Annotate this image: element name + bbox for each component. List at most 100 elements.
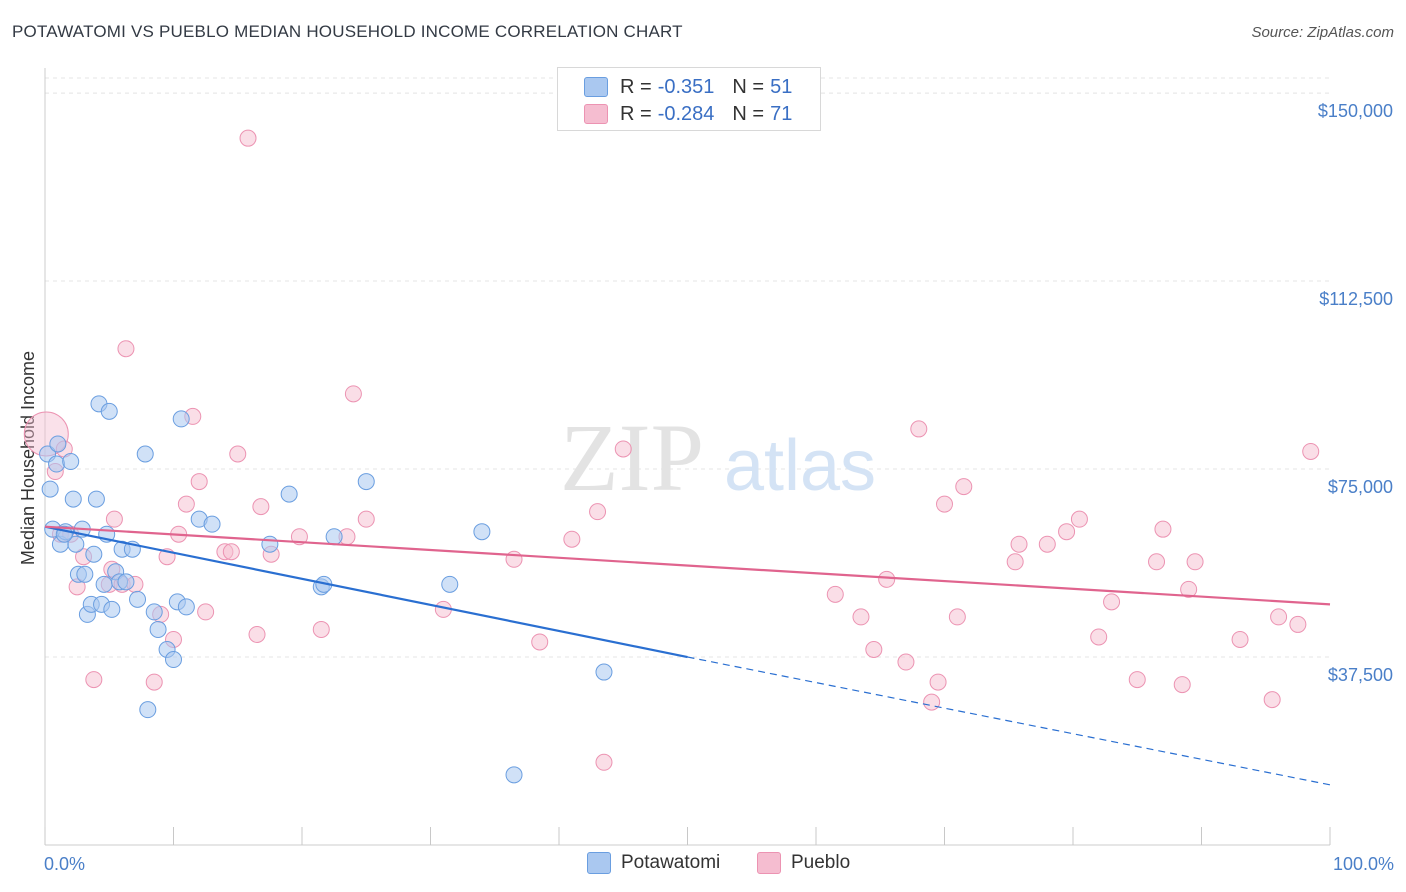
pueblo-point bbox=[1173, 676, 1191, 694]
potawatomi-point bbox=[505, 766, 523, 784]
legend-r-label: R = bbox=[620, 102, 652, 125]
x-axis-ticks bbox=[44, 827, 1331, 845]
pueblo-point bbox=[344, 385, 362, 403]
pueblo-point bbox=[239, 129, 257, 147]
pueblo-point bbox=[563, 530, 581, 548]
legend-n-value: 51 bbox=[770, 75, 793, 98]
pueblo-point bbox=[190, 473, 208, 491]
potawatomi-point bbox=[129, 590, 147, 608]
watermark-atlas: atlas bbox=[724, 426, 876, 506]
pueblo-point bbox=[177, 495, 195, 513]
y-tick-label: $75,000 bbox=[1328, 477, 1393, 497]
x-tick-label-min: 0.0% bbox=[44, 854, 85, 874]
potawatomi-point bbox=[85, 545, 103, 563]
series-legend: Potawatomi Pueblo bbox=[0, 852, 1406, 878]
gridlines bbox=[45, 77, 1330, 658]
potawatomi-point bbox=[203, 515, 221, 533]
pueblo-point bbox=[948, 608, 966, 626]
potawatomi-point bbox=[76, 565, 94, 583]
pueblo-point bbox=[290, 528, 308, 546]
legend-n-label: N = bbox=[732, 75, 765, 98]
potawatomi-point bbox=[261, 535, 279, 553]
watermark-zip: ZIP bbox=[560, 404, 704, 511]
legend-n-label: N = bbox=[732, 102, 765, 125]
pueblo-point bbox=[910, 420, 928, 438]
pueblo-point bbox=[1010, 535, 1028, 553]
potawatomi-point bbox=[67, 535, 85, 553]
pueblo-point bbox=[929, 673, 947, 691]
potawatomi-point bbox=[48, 455, 66, 473]
potawatomi-swatch bbox=[584, 77, 608, 97]
legend-row-potawatomi: R = -0.351 N = 51 bbox=[584, 74, 810, 100]
potawatomi-point bbox=[280, 485, 298, 503]
watermark: ZIP atlas bbox=[560, 404, 876, 511]
source-credit: Source: ZipAtlas.com bbox=[1251, 24, 1394, 41]
legend-item-potawatomi: Potawatomi bbox=[587, 852, 720, 874]
potawatomi-point bbox=[95, 575, 113, 593]
potawatomi-point bbox=[117, 573, 135, 591]
pueblo-point bbox=[1090, 628, 1108, 646]
y-tick-label: $112,500 bbox=[1319, 289, 1393, 309]
pueblo-point bbox=[614, 440, 632, 458]
chart-title: POTAWATOMI VS PUEBLO MEDIAN HOUSEHOLD IN… bbox=[12, 22, 683, 41]
pueblo-swatch bbox=[584, 104, 608, 124]
pueblo-point bbox=[897, 653, 915, 671]
potawatomi-point bbox=[87, 490, 105, 508]
pueblo-point bbox=[1148, 553, 1166, 571]
potawatomi-point bbox=[145, 603, 163, 621]
pueblo-point bbox=[865, 640, 883, 658]
potawatomi-point bbox=[100, 402, 118, 420]
pueblo-point bbox=[1231, 630, 1249, 648]
potawatomi-point bbox=[172, 410, 190, 428]
pueblo-point bbox=[589, 503, 607, 521]
pueblo-point bbox=[197, 603, 215, 621]
potawatomi-point bbox=[177, 598, 195, 616]
trendlines bbox=[44, 525, 1331, 786]
potawatomi-point bbox=[149, 620, 167, 638]
pueblo-point bbox=[312, 620, 330, 638]
pueblo-point bbox=[105, 510, 123, 528]
x-tick-label-max: 100.0% bbox=[1333, 854, 1394, 874]
pueblo-point bbox=[1289, 615, 1307, 633]
pueblo-point bbox=[252, 498, 270, 516]
pueblo-point bbox=[936, 495, 953, 513]
y-axis-tick-labels: $37,500 $75,000 $112,500 $150,000 bbox=[1318, 101, 1393, 685]
pueblo-point bbox=[923, 693, 941, 711]
pueblo-point bbox=[1180, 580, 1198, 598]
potawatomi-point bbox=[441, 575, 459, 593]
potawatomi-point bbox=[41, 480, 59, 498]
pueblo-point bbox=[1270, 608, 1288, 626]
legend-label-potawatomi: Potawatomi bbox=[621, 852, 721, 873]
pueblo-point bbox=[1038, 535, 1056, 553]
legend-label-pueblo: Pueblo bbox=[791, 852, 851, 873]
pueblo-point bbox=[85, 671, 103, 689]
pueblo-point bbox=[145, 673, 163, 691]
pueblo-point bbox=[222, 543, 240, 561]
pueblo-point bbox=[1302, 442, 1320, 460]
potawatomi-point bbox=[62, 453, 80, 471]
potawatomi-trendline bbox=[44, 525, 688, 659]
potawatomi-point bbox=[165, 651, 182, 669]
pueblo-point bbox=[229, 445, 247, 463]
potawatomi-point bbox=[136, 445, 154, 463]
pueblo-point bbox=[1263, 691, 1281, 709]
pueblo-point bbox=[248, 625, 266, 643]
pueblo-point bbox=[117, 340, 135, 358]
pueblo-point bbox=[595, 753, 613, 771]
pueblo-point bbox=[1058, 523, 1076, 541]
y-axis-label: Median Household Income bbox=[18, 351, 38, 565]
potawatomi-point bbox=[64, 490, 82, 508]
legend-r-value: -0.284 bbox=[657, 102, 715, 125]
potawatomi-point bbox=[595, 663, 613, 681]
legend-item-pueblo: Pueblo bbox=[757, 852, 850, 874]
pueblo-point bbox=[357, 510, 375, 528]
potawatomi-point bbox=[325, 528, 343, 546]
pueblo-point bbox=[878, 570, 896, 588]
pueblo-point bbox=[1103, 593, 1121, 611]
potawatomi-trendline-extension bbox=[687, 656, 1331, 786]
pueblo-point bbox=[826, 585, 844, 603]
pueblo-trendline bbox=[44, 525, 1331, 606]
legend-row-pueblo: R = -0.284 N = 71 bbox=[584, 101, 810, 127]
potawatomi-point bbox=[473, 523, 491, 541]
